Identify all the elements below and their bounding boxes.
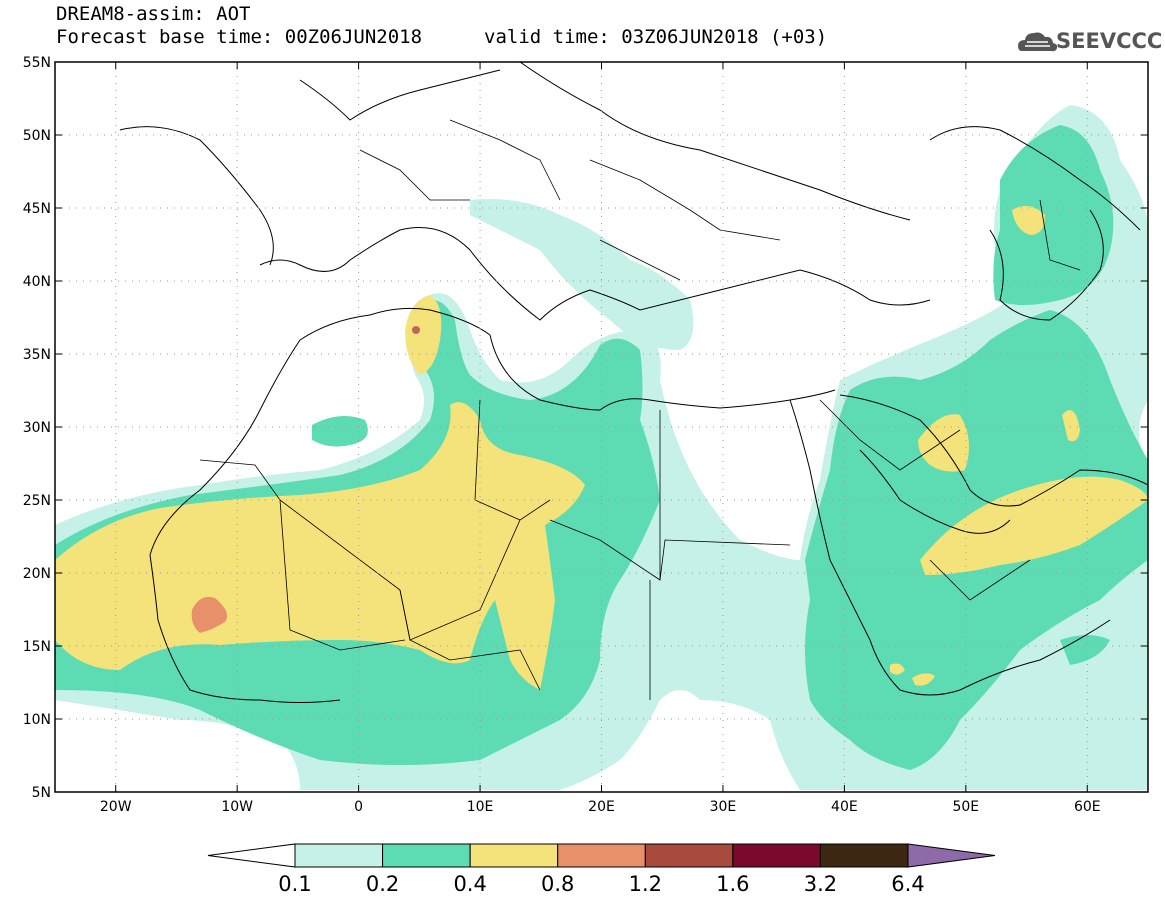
colorbar-box: [294, 843, 384, 868]
colorbar-level-label: 1.6: [716, 872, 749, 896]
colorbar-max-arrow: [907, 843, 996, 868]
colorbar-boxes: [207, 843, 996, 868]
lat-tick-label: 40N: [23, 274, 51, 290]
lat-tick-label: 25N: [23, 493, 51, 509]
lat-tick-label: 15N: [23, 639, 51, 655]
aot-band-0.4-0.8: [55, 206, 1148, 690]
aot-band-1.2-1.6: [412, 326, 420, 334]
cloud-icon: [1018, 32, 1058, 52]
coastlines: [119, 62, 1148, 703]
lat-tick-label: 45N: [23, 201, 51, 217]
colorbar-level-label: 0.2: [366, 872, 399, 896]
colorbar-level-label: 6.4: [891, 872, 924, 896]
lon-tick-label: 50E: [952, 799, 979, 815]
lon-tick-label: 10W: [221, 799, 253, 815]
lat-tick-label: 35N: [23, 347, 51, 363]
colorbar-level-label: 0.8: [541, 872, 574, 896]
colorbar-box: [819, 843, 909, 868]
lon-tick-label: 60E: [1074, 799, 1101, 815]
colorbar-box: [382, 843, 471, 868]
map-title: DREAM8-assim: AOT: [56, 3, 251, 25]
lon-tick-label: 10E: [467, 799, 494, 815]
latitude-labels: 55N 50N 45N 40N 35N 30N 25N 20N 15N 10N 5N: [23, 55, 1148, 801]
lat-tick-label: 10N: [23, 712, 51, 728]
lon-tick-label: 0: [354, 799, 363, 815]
lat-tick-label: 5N: [32, 785, 51, 801]
colorbar-level-label: 0.1: [278, 872, 311, 896]
colorbar-box: [644, 843, 734, 868]
lat-tick-label: 50N: [23, 128, 51, 144]
colorbar-level-label: 3.2: [804, 872, 837, 896]
gridlines: [55, 62, 1148, 792]
lat-tick-label: 55N: [23, 55, 51, 71]
valid-time: valid time: 03Z06JUN2018 (+03): [484, 26, 828, 48]
colorbar-labels: 0.1 0.2 0.4 0.8 1.2 1.6 3.2 6.4: [278, 872, 924, 896]
colorbar-level-label: 0.4: [453, 872, 486, 896]
longitude-labels: 20W 10W 0 10E 20E 30E 40E 50E 60E: [100, 62, 1101, 815]
lat-tick-label: 20N: [23, 566, 51, 582]
colorbar-level-label: 1.2: [629, 872, 662, 896]
logo-text: SEEVCCC: [1056, 29, 1163, 53]
lon-tick-label: 20E: [588, 799, 615, 815]
colorbar-box: [557, 843, 646, 868]
seevccc-logo: SEEVCCC: [1018, 27, 1162, 57]
lat-tick-label: 30N: [23, 420, 51, 436]
lon-tick-label: 40E: [831, 799, 858, 815]
lon-tick-label: 20W: [100, 799, 132, 815]
lon-tick-label: 30E: [710, 799, 737, 815]
colorbar-box: [732, 843, 821, 868]
colorbar-min-arrow: [207, 843, 296, 868]
forecast-base-time: Forecast base time: 00Z06JUN2018: [56, 26, 423, 48]
aot-band-0.8-1.2: [191, 596, 228, 633]
country-borders: [199, 119, 1081, 700]
colorbar-box: [469, 843, 559, 868]
